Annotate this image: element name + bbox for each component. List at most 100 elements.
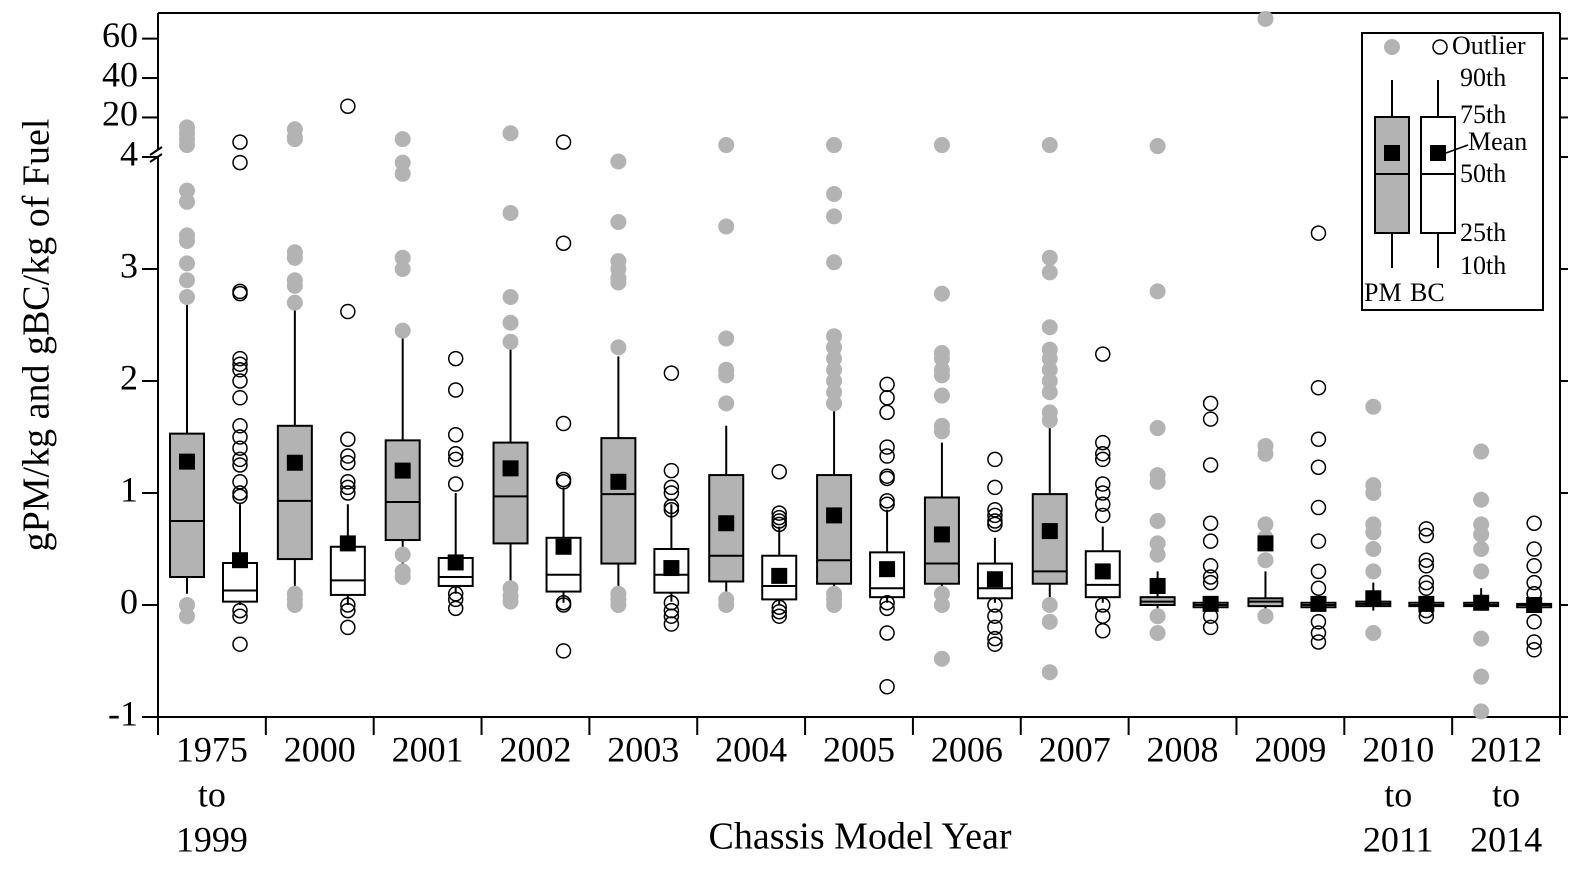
outlier xyxy=(340,479,356,496)
outlier xyxy=(987,516,1003,533)
legend-outlier-bc xyxy=(1432,39,1448,55)
y-tick-label: 2 xyxy=(120,357,138,397)
outlier xyxy=(1418,580,1435,596)
outlier xyxy=(394,154,411,171)
outlier xyxy=(1473,526,1490,543)
outlier xyxy=(1473,541,1490,557)
legend-label: Mean xyxy=(1468,127,1527,156)
y-tick-label: 1 xyxy=(120,469,138,509)
outlier xyxy=(179,608,195,625)
outlier xyxy=(1310,634,1327,650)
outlier xyxy=(1365,398,1382,415)
outlier xyxy=(447,600,464,617)
outlier xyxy=(1149,513,1166,529)
x-tick-label: 2012 xyxy=(1470,729,1542,769)
outlier xyxy=(610,339,627,356)
outlier xyxy=(179,182,195,199)
legend-pointer xyxy=(1445,144,1469,154)
outlier xyxy=(232,373,248,389)
outlier xyxy=(826,137,843,154)
outlier xyxy=(1095,451,1111,468)
mean xyxy=(1310,595,1327,612)
outlier xyxy=(1473,703,1490,720)
outlier xyxy=(1041,137,1058,154)
outlier xyxy=(1041,249,1058,266)
outlier xyxy=(447,382,464,398)
outlier xyxy=(340,98,356,114)
outlier xyxy=(826,384,843,401)
outlier xyxy=(879,390,895,406)
box xyxy=(1031,493,1068,585)
box xyxy=(329,545,366,596)
mean xyxy=(826,507,843,524)
outlier xyxy=(1473,563,1490,580)
outlier xyxy=(933,597,950,613)
outlier xyxy=(1041,361,1058,378)
y-tick-label: -1 xyxy=(108,693,138,733)
outlier xyxy=(1041,264,1058,281)
outlier xyxy=(879,625,895,641)
outlier xyxy=(826,361,843,378)
outlier xyxy=(1202,619,1219,636)
outlier xyxy=(340,448,356,464)
outlier xyxy=(1365,485,1382,501)
outlier xyxy=(232,134,248,150)
outlier xyxy=(179,272,195,289)
outlier xyxy=(1149,420,1166,437)
outlier xyxy=(718,395,735,412)
outlier xyxy=(826,339,843,356)
outlier xyxy=(502,593,519,610)
outlier xyxy=(987,608,1003,624)
outlier xyxy=(232,390,248,406)
legend-label: PM xyxy=(1364,278,1402,307)
outlier xyxy=(1041,384,1058,401)
outlier xyxy=(933,423,950,440)
legend-label: 10th xyxy=(1460,251,1506,280)
outlier xyxy=(340,485,356,501)
legend-label: BC xyxy=(1410,278,1445,307)
outlier xyxy=(232,457,248,473)
outlier xyxy=(179,233,195,249)
outlier xyxy=(879,496,895,512)
outlier xyxy=(340,619,356,636)
outlier xyxy=(1365,524,1382,541)
legend-outlier-pm xyxy=(1384,39,1400,55)
outlier xyxy=(1526,642,1542,658)
mean xyxy=(1418,595,1435,612)
outlier xyxy=(718,597,735,613)
outlier xyxy=(1310,614,1327,630)
outlier xyxy=(826,395,843,412)
outlier xyxy=(1310,625,1327,641)
outlier xyxy=(610,153,627,170)
outlier xyxy=(1257,516,1274,533)
outlier xyxy=(1526,541,1542,557)
outlier xyxy=(1473,491,1490,508)
outlier xyxy=(610,213,627,230)
outlier xyxy=(394,249,411,266)
outlier xyxy=(771,603,787,620)
outlier xyxy=(555,597,572,613)
outlier xyxy=(1202,569,1219,585)
outlier xyxy=(1365,625,1382,641)
outlier xyxy=(286,277,303,294)
outlier xyxy=(663,479,680,496)
outlier xyxy=(1041,319,1058,336)
mean xyxy=(1365,590,1382,607)
outlier xyxy=(1149,625,1166,641)
outlier xyxy=(771,509,787,526)
outlier xyxy=(1310,431,1327,447)
outlier xyxy=(394,546,411,563)
outlier xyxy=(232,485,248,501)
outlier xyxy=(1526,558,1542,574)
outlier xyxy=(340,455,356,471)
outlier xyxy=(1095,507,1111,524)
outlier xyxy=(771,608,787,624)
outlier xyxy=(1202,558,1219,574)
outlier xyxy=(771,463,787,480)
outlier xyxy=(447,451,464,468)
outlier xyxy=(555,415,572,432)
outlier xyxy=(718,367,735,384)
outlier xyxy=(1095,434,1111,451)
x-tick-label: to xyxy=(1384,774,1412,814)
